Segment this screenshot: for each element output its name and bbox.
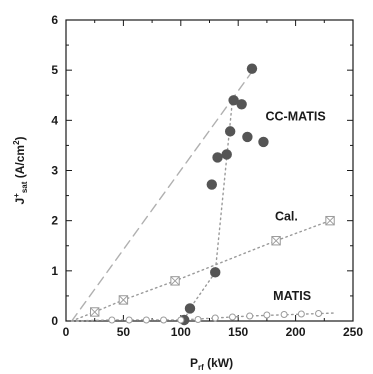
matis-point [228,313,236,321]
series-annotation: CC-MATIS [266,109,326,123]
dotted-line [71,219,331,322]
y-tick-label: 1 [51,264,58,278]
cal-point [271,236,281,246]
tick-labels: 0 50 100 150 200 250 0 1 2 3 4 5 6 [51,13,363,339]
y-tick-label: 3 [51,164,58,178]
cc-matis-point [184,303,196,314]
matis-point [142,316,150,324]
matis-point [297,310,305,318]
matis-point [246,312,254,320]
cc-matis-point [224,126,236,137]
cal-point [170,276,180,286]
x-tick-label: 50 [117,325,131,339]
y-tick-label: 6 [51,13,58,27]
cc-matis-point [206,179,217,190]
tick-marks [65,19,354,322]
x-tick-label: 250 [343,325,363,339]
matis-point [177,316,185,324]
cc-matis-point [242,131,253,143]
cal-point [90,307,100,317]
x-tick-label: 100 [171,325,191,339]
matis-point [315,309,323,317]
series-annotation: Cal. [275,210,298,224]
x-tick-label: 150 [228,325,248,339]
matis-point [160,316,168,324]
x-tick-label: 200 [286,325,306,339]
series-annotation: MATIS [273,289,311,303]
y-tick-label: 2 [51,214,58,228]
dotted-line [183,99,234,321]
cc-matis-point [221,149,232,160]
y-tick-label: 0 [51,314,58,328]
dotted-line [71,312,337,322]
matis-point [280,310,288,318]
cc-matis-point [236,99,247,110]
x-axis-label: Prf (kW) [190,356,233,372]
annotations: CC-MATIS Cal. MATIS [266,109,326,303]
y-tick-label: 4 [51,113,58,127]
cc-matis-point [258,136,269,148]
x-tick-label: 0 [63,325,70,339]
cc-matis-point [210,267,221,278]
data-marks [90,63,335,326]
y-tick-label: 5 [51,63,58,77]
matis-point [194,315,202,323]
matis-point [125,316,133,324]
dashed-line [71,69,254,322]
plot-frame [65,19,354,322]
cal-point [325,215,335,226]
matis-point [263,311,271,319]
guide-lines [71,69,337,322]
cc-matis-point [212,152,223,163]
matis-point [108,316,116,324]
cal-point [118,295,129,305]
cc-matis-point [228,95,239,106]
cc-matis-point [246,63,258,74]
y-axis-label: J+sat (A/cm2) [12,136,29,204]
matis-point [211,314,219,322]
